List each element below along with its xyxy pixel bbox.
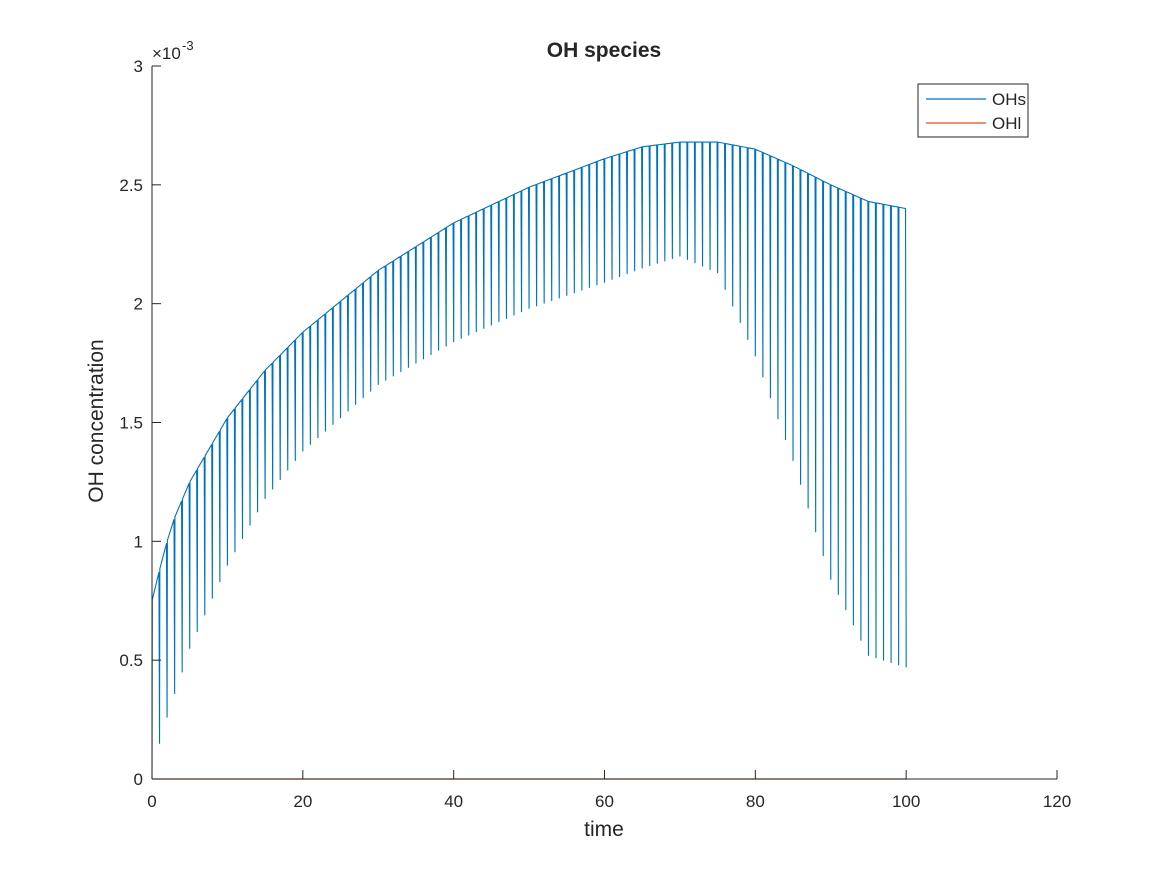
ticks-layer: 0 20 40 60 80 100 120 0 0.5 1 1.5 2 2.5 3 bbox=[119, 57, 1071, 811]
x-axis-label: time bbox=[584, 818, 624, 841]
x-tick-label: 40 bbox=[444, 792, 463, 811]
x-tick-label: 20 bbox=[293, 792, 312, 811]
y-tick-label: 2.5 bbox=[119, 176, 143, 195]
series-line-ohs bbox=[151, 141, 907, 780]
x-tick-label: 80 bbox=[746, 792, 765, 811]
y-tick-label: 0.5 bbox=[119, 651, 143, 670]
x-tick-label: 0 bbox=[147, 792, 156, 811]
y-axis-label: OH concentration bbox=[85, 339, 108, 502]
legend-label-ohl: OHl bbox=[992, 114, 1021, 133]
y-tick-label: 1.5 bbox=[119, 414, 143, 433]
y-tick-label: 2 bbox=[134, 295, 143, 314]
legend-box bbox=[917, 83, 1029, 138]
x-tick-label: 60 bbox=[595, 792, 614, 811]
y-tick-label: 1 bbox=[134, 532, 143, 551]
y-axis-exponent: ×10 -3 bbox=[152, 38, 194, 63]
x-tick-label: 120 bbox=[1043, 792, 1071, 811]
chart-title: OH species bbox=[547, 39, 661, 62]
y-tick-label: 0 bbox=[134, 770, 143, 789]
legend-label-ohs: OHs bbox=[992, 90, 1026, 109]
y-tick-label: 3 bbox=[134, 57, 143, 76]
legend: OHs OHl bbox=[917, 83, 1029, 138]
y-exponent-base: ×10 bbox=[152, 44, 181, 63]
y-exponent-power: -3 bbox=[182, 38, 194, 53]
x-tick-label: 100 bbox=[892, 792, 920, 811]
